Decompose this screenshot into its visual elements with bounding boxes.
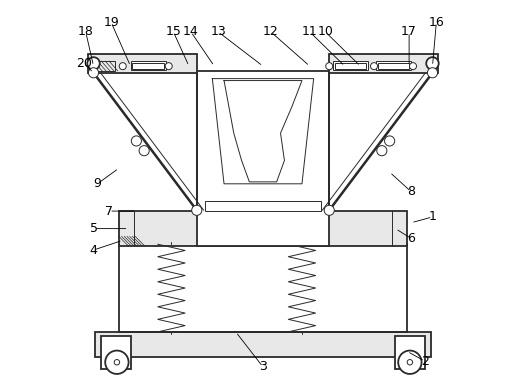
Circle shape <box>370 63 378 70</box>
Bar <box>376 61 411 70</box>
Circle shape <box>407 360 412 365</box>
Text: 7: 7 <box>105 204 113 217</box>
Text: 15: 15 <box>166 25 181 38</box>
Circle shape <box>324 205 335 215</box>
Circle shape <box>191 205 202 215</box>
Text: 3: 3 <box>259 361 267 373</box>
Bar <box>333 61 368 70</box>
Circle shape <box>398 351 421 374</box>
Bar <box>335 63 366 69</box>
Text: 19: 19 <box>103 16 119 29</box>
Circle shape <box>139 145 149 156</box>
Text: 5: 5 <box>89 222 97 235</box>
Bar <box>130 61 166 70</box>
Text: 20: 20 <box>76 57 92 70</box>
Text: 13: 13 <box>210 25 226 38</box>
Bar <box>102 336 130 369</box>
Text: 17: 17 <box>401 25 417 38</box>
Text: 11: 11 <box>302 25 318 38</box>
Bar <box>88 54 197 73</box>
Text: 18: 18 <box>78 25 94 38</box>
Text: 8: 8 <box>407 185 415 198</box>
Text: 2: 2 <box>421 355 429 368</box>
Circle shape <box>377 145 387 156</box>
Bar <box>197 71 329 246</box>
Circle shape <box>119 63 126 70</box>
Text: 12: 12 <box>263 25 279 38</box>
Bar <box>378 63 409 69</box>
Circle shape <box>87 57 100 70</box>
Circle shape <box>88 68 98 78</box>
Circle shape <box>410 63 417 70</box>
Text: 16: 16 <box>429 16 444 29</box>
Text: 6: 6 <box>407 232 415 245</box>
Circle shape <box>385 136 394 146</box>
Text: 14: 14 <box>183 25 199 38</box>
Circle shape <box>114 360 119 365</box>
Bar <box>133 63 164 69</box>
Bar <box>205 201 321 211</box>
Bar <box>396 336 424 369</box>
Text: 1: 1 <box>429 210 437 223</box>
Bar <box>119 211 407 246</box>
Circle shape <box>426 57 439 70</box>
Text: 4: 4 <box>89 244 97 256</box>
Circle shape <box>165 63 172 70</box>
Text: 10: 10 <box>317 25 333 38</box>
Bar <box>329 54 438 73</box>
Circle shape <box>428 68 438 78</box>
Circle shape <box>326 63 333 70</box>
Bar <box>94 61 115 71</box>
Circle shape <box>105 351 128 374</box>
Circle shape <box>132 136 141 146</box>
Text: 9: 9 <box>94 177 102 190</box>
Bar <box>95 332 431 357</box>
